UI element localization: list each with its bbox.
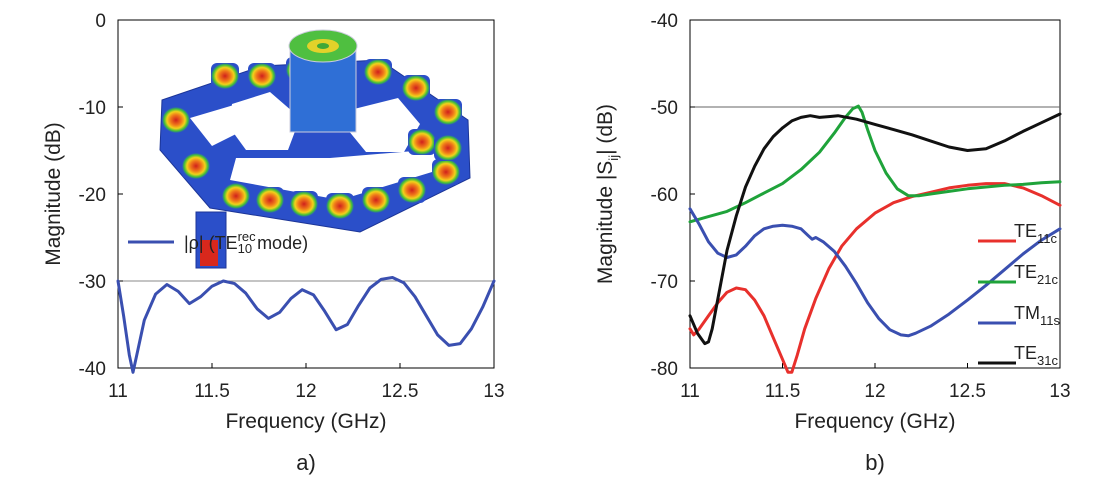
inset-field-spot [432, 159, 460, 185]
chart-b: 11 11.5 12 12.5 13 -40 -50 -60 -70 -80 Frequency… [594, 11, 1071, 475]
chart-a-x-ticks: 11 11.5 12 12.5 13 [108, 363, 505, 402]
legend-entry-3: TE31c [1014, 343, 1058, 368]
legend-subscript: 11c [1037, 231, 1057, 246]
chart-a-x-axis-label: Frequency (GHz) [225, 410, 386, 433]
y-label-suffix: | (dB) [594, 104, 617, 155]
x-tick-label: 11 [680, 381, 700, 402]
inset-field-spot [182, 153, 210, 179]
y-tick-label: -50 [651, 98, 678, 119]
series-line-0 [688, 182, 1062, 374]
chart-a-legend-entry: |ρ| (TErec 10 mode) [184, 229, 308, 256]
series-line-0 [116, 276, 496, 374]
series-line-3 [688, 112, 1062, 346]
chart-b-y-ticks: -40 -50 -60 -70 -80 [651, 11, 695, 380]
y-tick-label: -30 [79, 272, 106, 293]
y-tick-label: -60 [651, 185, 678, 206]
legend-subscript: 31c [1037, 353, 1058, 368]
chart-a-legend: |ρ| (TErec 10 mode) [128, 229, 308, 256]
legend-entry-superscript: rec [238, 229, 257, 244]
legend-entry-suffix: mode) [252, 233, 308, 253]
x-tick-label: 12 [864, 381, 885, 402]
legend-entry-2: TM11s [1014, 303, 1060, 328]
y-tick-label: -10 [79, 98, 106, 119]
inset-field-spot [434, 135, 462, 161]
inset-field-spot [248, 63, 276, 89]
legend-entry-1: TE21c [1014, 262, 1058, 287]
inset-feed-port [200, 240, 218, 266]
inset-field-spot [362, 187, 390, 213]
y-tick-label: -40 [651, 11, 678, 32]
chart-a-y-ticks: 0 -10 -20 -30 -40 [79, 11, 123, 380]
inset-hole [230, 148, 450, 200]
legend-name: TM [1014, 303, 1040, 323]
chart-a-panel-label: a) [296, 450, 316, 475]
y-tick-label: -40 [79, 359, 106, 380]
legend-entry-subscript: 10 [238, 241, 252, 256]
x-tick-label: 13 [483, 381, 504, 402]
y-tick-label: -20 [79, 185, 106, 206]
inset-hole [348, 98, 420, 152]
inset-field-spot [398, 177, 426, 203]
inset-field-spot [211, 63, 239, 89]
x-tick-label: 13 [1049, 381, 1070, 402]
inset-field-spot [402, 75, 430, 101]
x-tick-label: 12.5 [949, 381, 986, 402]
inset-hole [230, 92, 300, 150]
inset-field-spot [408, 129, 436, 155]
inset-field-spot [256, 187, 284, 213]
series-line-1 [688, 104, 1062, 224]
legend-subscript: 11s [1040, 313, 1060, 328]
legend-name: TE [1014, 221, 1037, 241]
inset-field-spot [290, 191, 318, 217]
legend-entry-prefix: |ρ| (TE [184, 233, 238, 253]
chart-b-series [688, 104, 1062, 374]
chart-b-y-axis-label: Magnitude |Sij| (dB) [594, 104, 621, 284]
chart-b-x-axis-label: Frequency (GHz) [794, 410, 955, 433]
chart-b-x-ticks: 11 11.5 12 12.5 13 [680, 363, 1071, 402]
inset-field-spot [434, 99, 462, 125]
series-line-2 [688, 207, 1062, 338]
chart-a-inset-3d-cavity [159, 29, 471, 269]
x-tick-label: 11.5 [765, 381, 801, 402]
x-tick-label: 11 [108, 381, 128, 402]
y-tick-label: -70 [651, 272, 678, 293]
chart-a-y-axis-label: Magnitude (dB) [42, 122, 65, 266]
y-label-prefix: Magnitude |S [594, 161, 617, 284]
x-tick-label: 12.5 [382, 381, 419, 402]
inset-field-spot [364, 59, 392, 85]
inset-field-spot [222, 183, 250, 209]
inset-cylinder-center [317, 43, 329, 49]
inset-field-spot [162, 107, 190, 133]
x-tick-label: 12 [295, 381, 316, 402]
y-label-subscript: ij [606, 155, 621, 161]
chart-a-series [116, 276, 496, 374]
chart-b-plot-frame [689, 19, 1061, 369]
y-tick-label: -80 [651, 359, 678, 380]
legend-entry-0: TE11c [1014, 221, 1058, 246]
inset-field-spot [326, 193, 354, 219]
chart-b-panel-label: b) [865, 450, 885, 475]
y-tick-label: 0 [95, 11, 106, 32]
legend-name: TE [1014, 262, 1037, 282]
legend-subscript: 21c [1037, 272, 1058, 287]
x-tick-label: 11.5 [194, 381, 230, 402]
chart-a: 11 11.5 12 12.5 13 0 -10 -20 -30 -40 Frequency (… [42, 11, 505, 475]
legend-name: TE [1014, 343, 1037, 363]
